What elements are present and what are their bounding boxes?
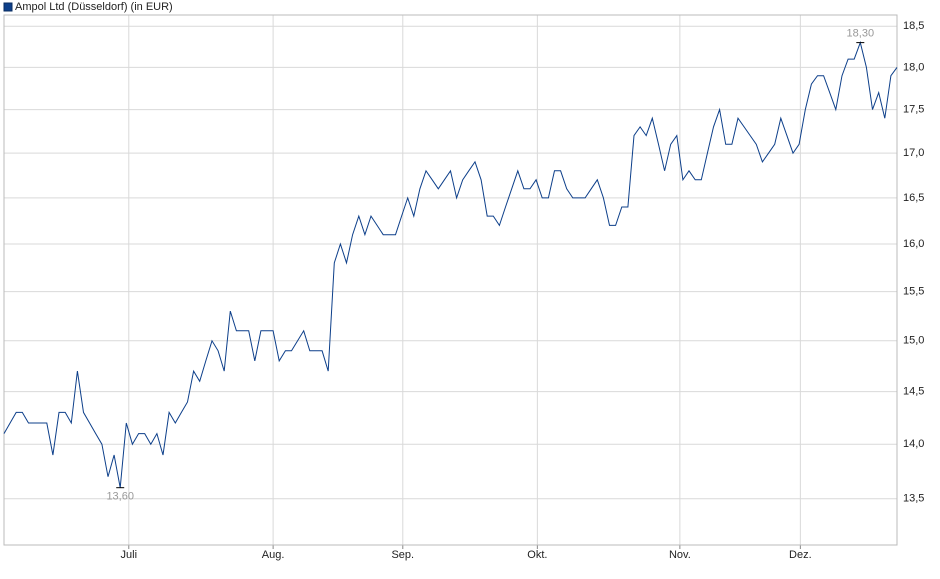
legend-label: Ampol Ltd (Düsseldorf) (in EUR) — [15, 1, 173, 13]
legend-swatch — [3, 2, 13, 12]
y-tick-label: 14,0 — [903, 438, 924, 450]
price-line — [3, 40, 898, 488]
x-tick-label: Dez. — [789, 549, 812, 561]
plot-frame — [3, 14, 898, 546]
x-tick-label: Sep. — [391, 549, 414, 561]
y-tick-label: 18,5 — [903, 20, 924, 32]
y-tick-label: 13,5 — [903, 493, 924, 505]
y-tick-label: 17,5 — [903, 104, 924, 116]
x-tick-label: Okt. — [527, 549, 547, 561]
y-tick-label: 15,5 — [903, 286, 924, 298]
y-tick-label: 17,0 — [903, 147, 924, 159]
y-tick-label: 18,0 — [903, 61, 924, 73]
high-label: 18,30 — [847, 28, 875, 40]
x-tick-label: Nov. — [669, 549, 691, 561]
y-tick-label: 15,0 — [903, 335, 924, 347]
y-tick-label: 16,0 — [903, 238, 924, 250]
y-tick-label: 14,5 — [903, 386, 924, 398]
x-tick-label: Aug. — [262, 549, 285, 561]
x-tick-label: Juli — [121, 549, 138, 561]
low-label: 13,60 — [106, 491, 134, 503]
y-tick-label: 16,5 — [903, 192, 924, 204]
